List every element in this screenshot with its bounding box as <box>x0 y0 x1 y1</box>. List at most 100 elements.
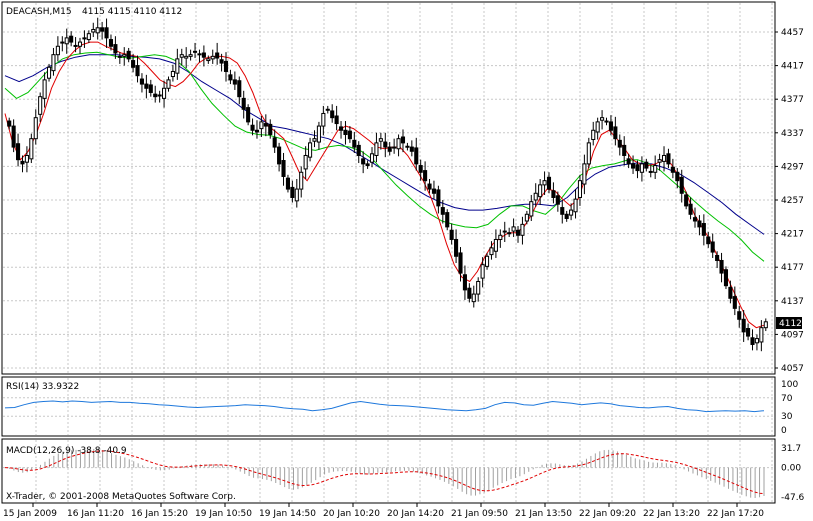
rsi-tick-label: 30 <box>781 412 793 422</box>
candle-body-up <box>489 247 494 256</box>
candle-body-up <box>476 280 481 295</box>
candle-body-down <box>16 143 21 161</box>
macd-grid <box>3 440 774 502</box>
candle-body-up <box>653 165 658 173</box>
candle-body-down <box>126 50 131 60</box>
candle-body-down <box>728 286 733 299</box>
candle-body-down <box>462 274 467 291</box>
price-tick-label: 4337 <box>781 129 804 139</box>
candle-body-up <box>471 293 476 303</box>
current-price-label: 4112 <box>779 319 802 329</box>
candle-body-down <box>427 183 432 190</box>
rsi-tick-label: 0 <box>781 426 787 436</box>
candle-body-down <box>608 121 613 131</box>
candle-body-down <box>431 188 437 194</box>
price-tick-label: 4097 <box>781 330 804 340</box>
time-tick-label: 16 Jan 15:20 <box>131 509 188 519</box>
candle-body-up <box>294 188 299 202</box>
candle-body-down <box>268 123 273 135</box>
candle-body-down <box>436 189 441 207</box>
rsi-panel: RSI(14) 33.9322 100 70 30 0 <box>1 376 798 437</box>
rsi-axis: 100 70 30 0 <box>781 380 798 436</box>
candle-body-up <box>77 41 83 47</box>
ma-mid-line <box>4 51 765 262</box>
candle-body-up <box>24 154 29 163</box>
candle-body-down <box>11 125 16 148</box>
candle-body-up <box>184 55 189 59</box>
price-tick-label: 4417 <box>781 62 804 72</box>
candle-body-down <box>352 139 357 148</box>
candle-body-down <box>153 93 158 98</box>
candle-body-down <box>666 153 671 165</box>
candle-body-down <box>201 52 206 58</box>
candle-body-down <box>131 60 136 68</box>
candle-body-down <box>135 65 140 77</box>
ohlc-readout: 4115 4115 4110 4112 <box>82 7 182 17</box>
candle-body-up <box>374 142 379 156</box>
price-tick-label: 4177 <box>781 263 804 273</box>
candle-body-down <box>237 80 242 98</box>
candle-body-up <box>498 234 503 240</box>
candle-body-down <box>604 120 609 123</box>
candle-body-up <box>325 108 330 111</box>
candle-body-down <box>723 269 729 287</box>
candle-body-up <box>595 121 600 133</box>
candle-body-down <box>100 27 105 32</box>
candle-body-down <box>546 176 552 190</box>
candle-body-down <box>232 79 237 85</box>
candle-body-down <box>409 146 414 152</box>
candle-body-up <box>303 154 308 170</box>
candle-body-up <box>308 142 313 158</box>
candle-body-down <box>223 60 229 72</box>
rsi-title: RSI(14) 33.9322 <box>6 382 79 392</box>
candle-body-down <box>560 207 565 215</box>
rsi-grid <box>3 378 774 435</box>
candle-body-down <box>347 130 352 140</box>
price-axis: 4457 4417 4377 4337 4297 4257 4217 4177 4137 4097… <box>775 28 804 374</box>
candle-body-up <box>259 121 264 130</box>
candle-body-up <box>754 338 759 344</box>
candle-body-down <box>458 252 463 274</box>
main-grid <box>3 3 774 373</box>
candle-body-up <box>82 37 87 40</box>
candle-body-up <box>299 171 304 190</box>
candle-body-up <box>600 117 605 121</box>
candle-body-up <box>586 142 591 165</box>
candle-body-up <box>38 96 43 115</box>
candle-body-up <box>95 27 100 34</box>
candle-body-up <box>60 41 65 44</box>
candle-body-up <box>51 54 56 72</box>
candle-body-down <box>564 213 569 219</box>
candle-body-down <box>741 318 746 333</box>
candle-body-up <box>657 159 662 163</box>
candle-body-down <box>697 220 702 228</box>
rsi-line <box>4 400 765 413</box>
candle-body-down <box>192 50 198 53</box>
macd-title: MACD(12,26,9) -38.8 -40.9 <box>6 446 127 456</box>
candle-body-up <box>529 201 534 217</box>
candle-body-down <box>555 195 560 205</box>
candle-body-up <box>533 192 538 201</box>
candle-body-up <box>577 180 583 198</box>
candle-body-down <box>73 44 78 47</box>
candle-body-up <box>210 55 215 60</box>
candle-body-down <box>631 163 636 169</box>
macd-axis: 31.7 0.00 -47.6 <box>781 444 805 503</box>
price-tick-label: 4137 <box>781 297 804 307</box>
candle-body-up <box>162 87 167 99</box>
candle-body-up <box>166 79 171 89</box>
candle-body-down <box>387 146 392 152</box>
candle-body-down <box>644 161 649 169</box>
candle-body-down <box>254 129 260 133</box>
candle-body-up <box>157 94 162 97</box>
candle-body-down <box>272 137 277 148</box>
candle-body-down <box>613 126 618 140</box>
candle-body-down <box>648 170 653 173</box>
candle-body-up <box>485 255 490 267</box>
macd-histogram <box>8 448 765 498</box>
candle-body-down <box>148 84 153 93</box>
macd-tick-label: -47.6 <box>781 493 805 503</box>
candle-body-down <box>701 223 706 236</box>
candle-body-down <box>750 337 755 345</box>
